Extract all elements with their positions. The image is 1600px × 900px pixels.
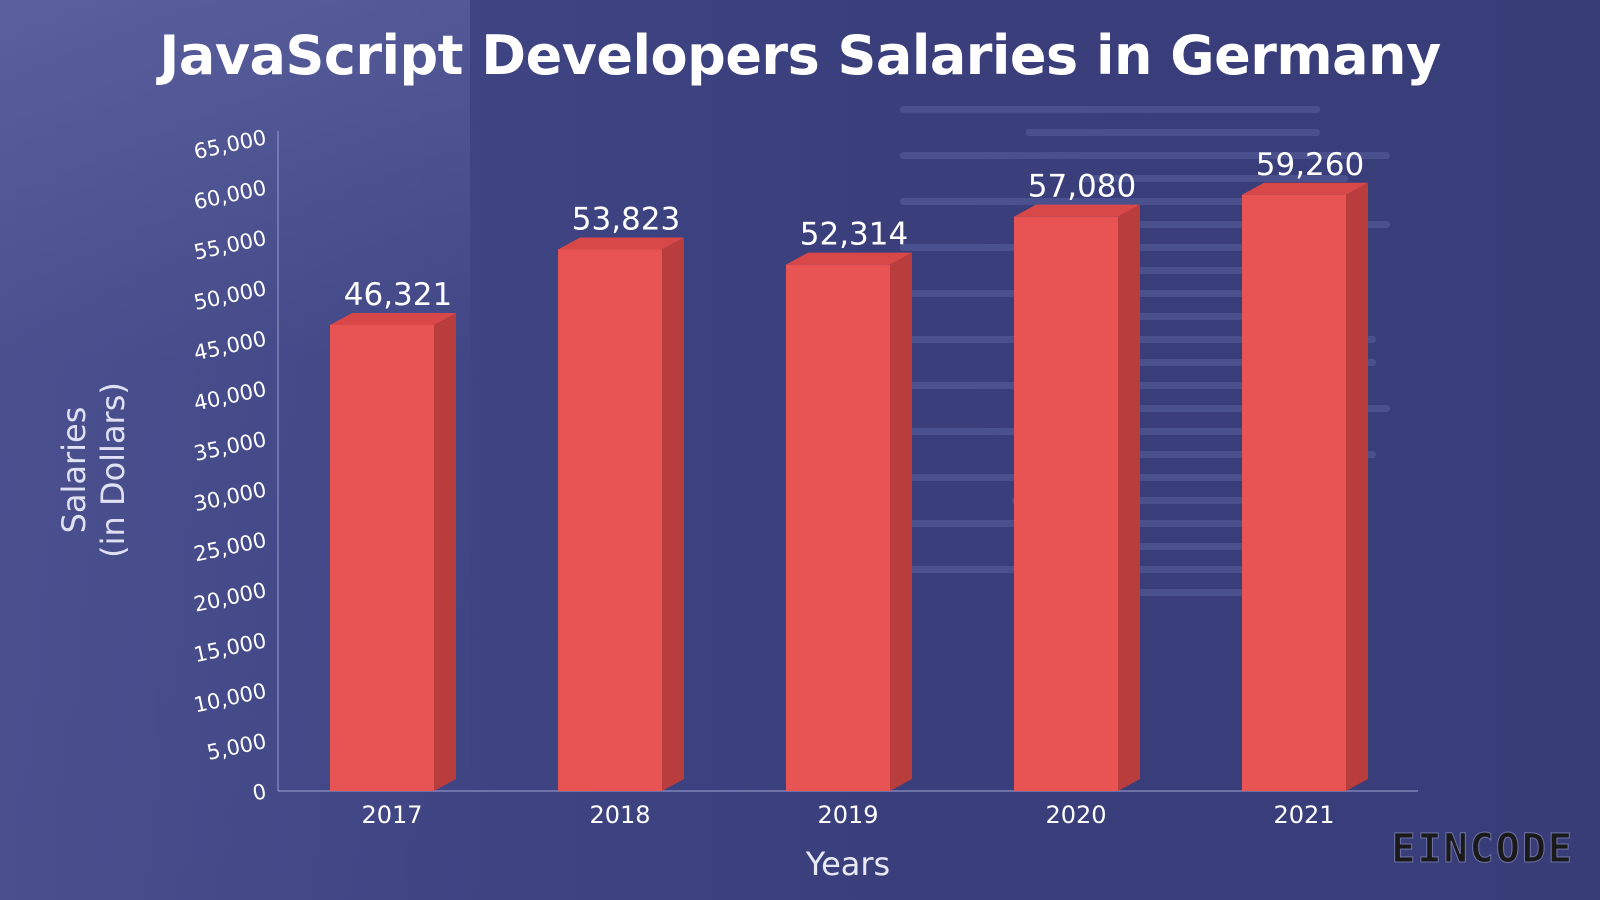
y-tick-label: 5,000 [205,729,269,765]
x-tick-label: 2021 [1273,801,1334,829]
bar-top [330,312,456,325]
y-axis-subtitle: (in Dollars) [94,382,132,558]
bar-side [434,312,456,791]
y-tick-label: 35,000 [192,427,269,466]
y-tick-label: 10,000 [192,679,269,718]
bar-side [890,252,912,791]
bar-side [1118,204,1140,791]
bar [786,264,890,791]
y-tick-label: 45,000 [192,326,269,365]
x-tick-label: 2018 [589,801,650,829]
y-tick-label: 60,000 [192,176,269,215]
y-tick-label: 30,000 [192,477,269,516]
data-label: 52,314 [800,217,908,253]
bar-top [1014,204,1140,217]
brand-logo: EINCODE [1391,826,1574,873]
x-tick-label: 2017 [361,801,422,829]
data-label: 46,321 [344,277,452,313]
bar [1014,216,1118,791]
bar [558,249,662,791]
y-axis-title: Salaries [55,407,93,534]
y-tick-label: 15,000 [192,628,269,667]
y-tick-label: 55,000 [192,226,269,265]
y-tick-label: 40,000 [192,377,269,416]
data-label: 59,260 [1256,147,1364,183]
bar-top [558,237,684,250]
y-tick-label: 0 [250,779,268,805]
bar-side [662,237,684,791]
bar [1242,194,1346,791]
y-tick-label: 20,000 [192,578,269,617]
y-tick-label: 65,000 [192,125,269,164]
x-tick-label: 2019 [817,801,878,829]
data-label: 53,823 [572,201,680,237]
bar-top [786,252,912,265]
x-axis-title: Years [805,845,890,883]
y-tick-label: 25,000 [192,528,269,567]
bar-side [1346,182,1368,791]
bar [330,324,434,791]
y-tick-label: 50,000 [192,276,269,315]
data-label: 57,080 [1028,169,1136,205]
x-tick-label: 2020 [1045,801,1106,829]
bar-top [1242,182,1368,195]
chart-title: JavaScript Developers Salaries in German… [159,24,1441,87]
